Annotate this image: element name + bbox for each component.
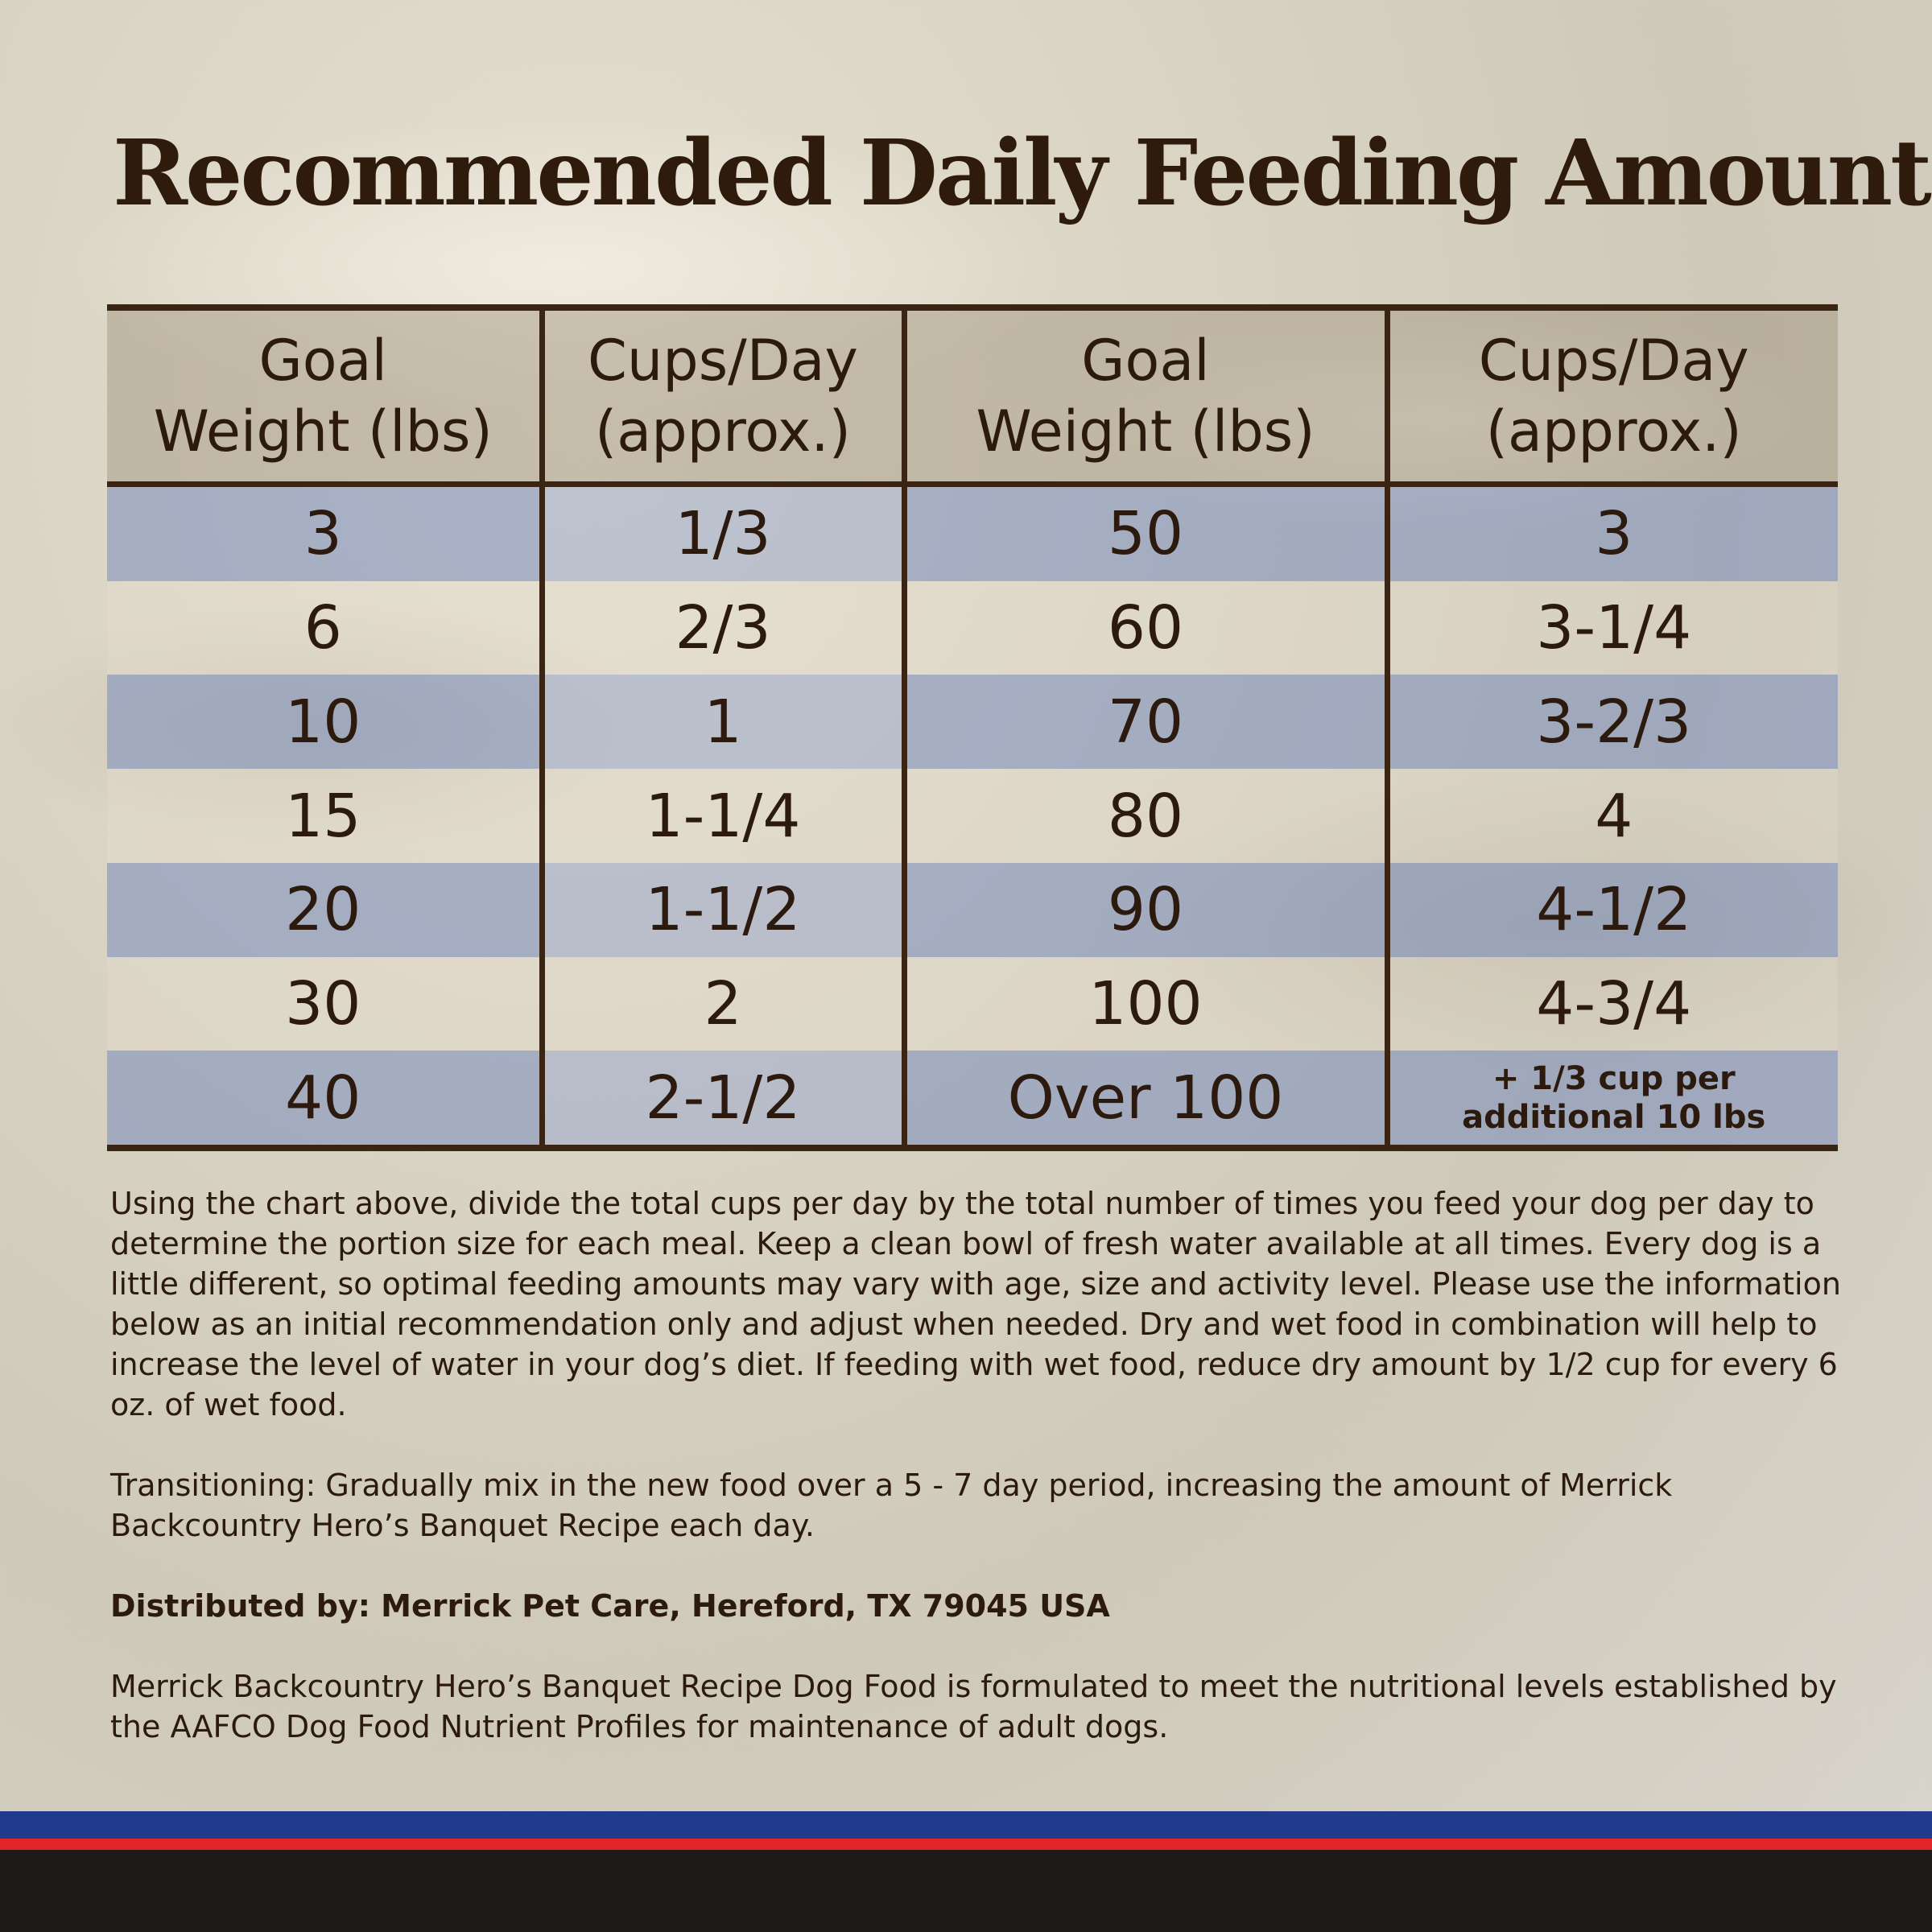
table-cell: 2/3 bbox=[539, 580, 904, 675]
table-cell: 1-1/2 bbox=[539, 862, 904, 957]
table-row: 40 2-1/2 Over 100 + 1/3 cup per addition… bbox=[107, 1051, 1838, 1145]
table-cell: 40 bbox=[107, 1051, 542, 1145]
header-cups-day-right: Cups/Day (approx.) bbox=[1384, 311, 1838, 487]
footer-band-black bbox=[0, 1850, 1932, 1932]
instructions-paragraph: Using the chart above, divide the total … bbox=[110, 1186, 1841, 1422]
transitioning-paragraph: Transitioning: Gradually mix in the new … bbox=[110, 1468, 1673, 1543]
table-cell: 10 bbox=[107, 675, 542, 770]
table-cell: 4-3/4 bbox=[1384, 956, 1838, 1051]
header-line: (approx.) bbox=[595, 398, 851, 464]
table-cell: 30 bbox=[107, 956, 542, 1051]
table-cell: 20 bbox=[107, 862, 542, 957]
note-line: + 1/3 cup per bbox=[1492, 1059, 1736, 1097]
table-cell: 2 bbox=[539, 956, 904, 1051]
table-row: 6 2/3 60 3-1/4 bbox=[107, 580, 1838, 675]
table-cell: 3 bbox=[1384, 484, 1838, 581]
footer-stripe-red bbox=[0, 1839, 1932, 1850]
table-cell: 4-1/2 bbox=[1384, 862, 1838, 957]
table-cell: 1/3 bbox=[539, 484, 904, 581]
header-line: Goal bbox=[1081, 328, 1210, 394]
header-line: Cups/Day bbox=[588, 328, 858, 394]
note-line: additional 10 lbs bbox=[1462, 1098, 1766, 1136]
feeding-notes: Using the chart above, divide the total … bbox=[110, 1183, 1841, 1787]
header-goal-weight-left: Goal Weight (lbs) bbox=[107, 311, 542, 487]
table-cell: 3-2/3 bbox=[1384, 675, 1838, 770]
table-row: 3 1/3 50 3 bbox=[107, 484, 1838, 581]
footer-stripe-blue bbox=[0, 1811, 1932, 1839]
table-row: 10 1 70 3-2/3 bbox=[107, 675, 1838, 770]
page-title: Recommended Daily Feeding Amounts: bbox=[113, 121, 1932, 226]
header-goal-weight-right: Goal Weight (lbs) bbox=[901, 311, 1387, 487]
table-cell: 4 bbox=[1384, 769, 1838, 863]
table-cell: 100 bbox=[901, 956, 1387, 1051]
table-cell: 80 bbox=[901, 769, 1387, 863]
table-cell: 90 bbox=[901, 862, 1387, 957]
table-cell: 2-1/2 bbox=[539, 1051, 904, 1145]
table-cell: 70 bbox=[901, 675, 1387, 770]
table-row: 20 1-1/2 90 4-1/2 bbox=[107, 862, 1838, 957]
aafco-statement: Merrick Backcountry Hero’s Banquet Recip… bbox=[110, 1669, 1837, 1744]
table-row: 15 1-1/4 80 4 bbox=[107, 769, 1838, 863]
table-row: 30 2 100 4-3/4 bbox=[107, 956, 1838, 1051]
header-line: Weight (lbs) bbox=[153, 398, 493, 464]
table-cell: Over 100 bbox=[901, 1051, 1387, 1145]
table-cell: 60 bbox=[901, 580, 1387, 675]
header-cups-day-left: Cups/Day (approx.) bbox=[539, 311, 904, 487]
header-line: Goal bbox=[258, 328, 387, 394]
table-cell: 15 bbox=[107, 769, 542, 863]
header-line: (approx.) bbox=[1485, 398, 1742, 464]
table-cell: 6 bbox=[107, 580, 542, 675]
header-line: Weight (lbs) bbox=[976, 398, 1315, 464]
feeding-table: Goal Weight (lbs) Cups/Day (approx.) Goa… bbox=[107, 304, 1838, 1151]
table-cell: 3 bbox=[107, 484, 542, 581]
table-header-row: Goal Weight (lbs) Cups/Day (approx.) Goa… bbox=[107, 311, 1838, 487]
table-cell: 3-1/4 bbox=[1384, 580, 1838, 675]
table-cell: 50 bbox=[901, 484, 1387, 581]
header-line: Cups/Day bbox=[1478, 328, 1749, 394]
table-cell-additional-note: + 1/3 cup per additional 10 lbs bbox=[1384, 1051, 1838, 1145]
table-cell: 1 bbox=[539, 675, 904, 770]
table-cell: 1-1/4 bbox=[539, 769, 904, 863]
distributed-by: Distributed by: Merrick Pet Care, Herefo… bbox=[110, 1588, 1110, 1624]
